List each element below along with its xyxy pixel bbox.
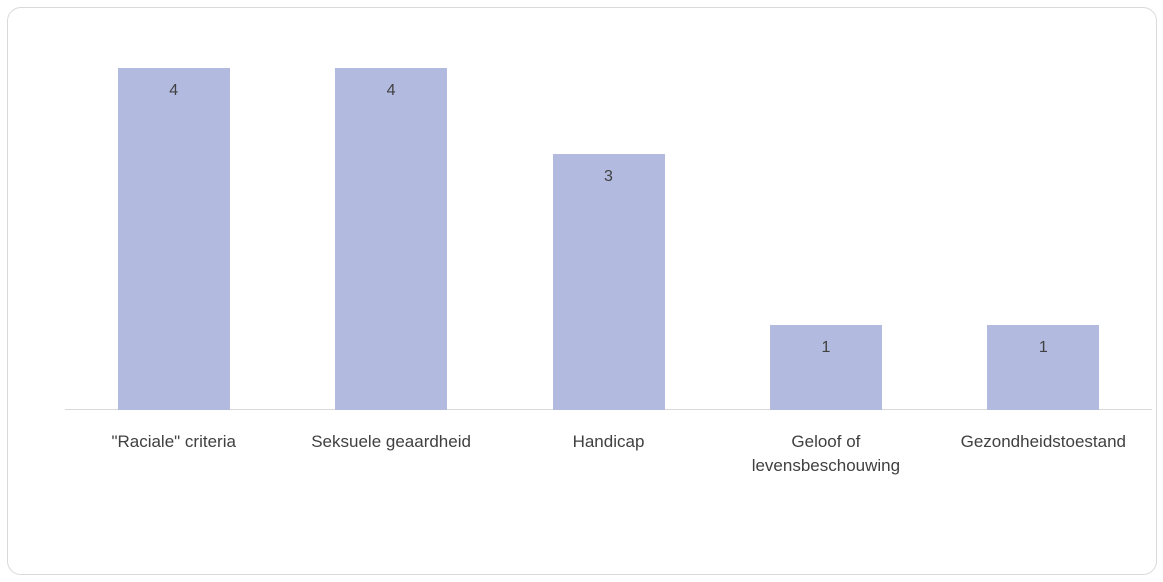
x-tick-label: "Raciale" criteria xyxy=(111,432,236,451)
bar xyxy=(335,68,448,410)
data-label: 4 xyxy=(169,82,179,99)
data-label: 1 xyxy=(821,338,831,356)
bar xyxy=(987,324,1100,410)
bar xyxy=(769,324,882,410)
bar xyxy=(117,68,230,410)
x-tick-label: Geloof of levensbeschouwing xyxy=(751,432,901,475)
data-label: 3 xyxy=(604,167,613,185)
bar xyxy=(552,153,665,410)
data-label: 1 xyxy=(1038,338,1048,356)
x-tick-label: Seksuele geaardheid xyxy=(311,432,471,451)
data-label: 4 xyxy=(386,82,396,99)
x-tick-label: Handicap xyxy=(572,432,645,451)
x-tick-label: Gezondheidstoestand xyxy=(960,432,1126,451)
